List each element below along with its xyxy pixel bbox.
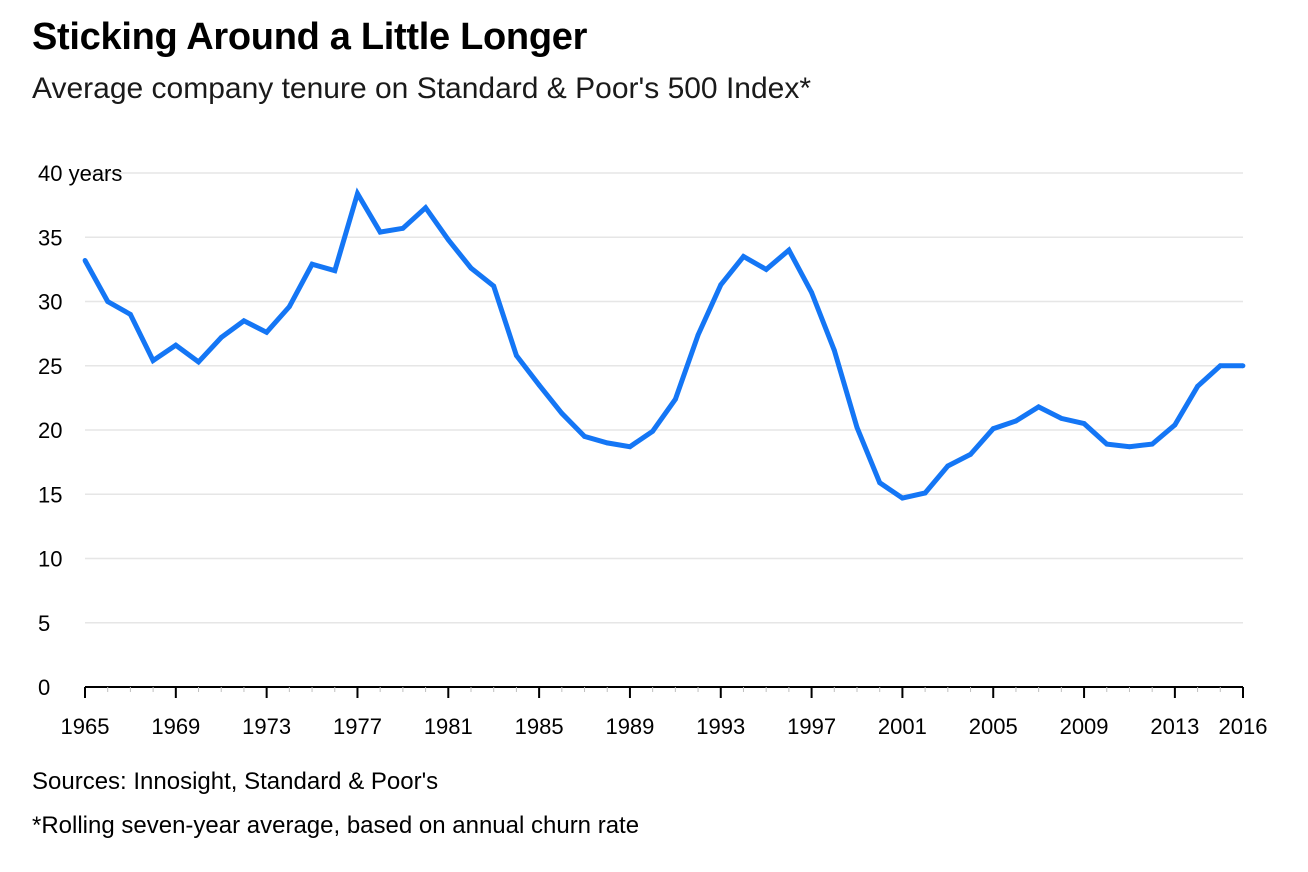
y-tick-label: 0 [38,675,50,700]
x-tick-label: 2001 [878,714,927,739]
data-point [468,265,474,271]
chart-title: Sticking Around a Little Longer [32,16,588,58]
x-axis-labels: 1965 1969 1973 1977 1981 1985 1989 1993 1997 2001… [61,714,1268,739]
data-point [82,258,88,263]
data-point [309,261,315,267]
data-point [377,229,383,235]
y-tick-label: 20 [38,418,62,443]
y-tick-label: 25 [38,354,62,379]
x-tick-label: 1993 [696,714,745,739]
data-point [831,347,837,353]
data-point [650,428,655,434]
data-point [355,191,360,196]
data-point [173,342,179,348]
data-point [945,463,951,469]
x-tick-label: 1981 [424,714,473,739]
data-point [1172,422,1178,428]
data-point [1217,363,1223,369]
data-point [1195,383,1200,389]
data-point [127,312,133,317]
x-tick-label: 2013 [1150,714,1199,739]
x-tick-label: 1985 [515,714,564,739]
x-tick-label: 1973 [242,714,291,739]
chart-subtitle: Average company tenure on Standard & Poo… [32,72,812,105]
data-point [1036,404,1041,410]
x-tick-label: 2009 [1060,714,1109,739]
source-note: Sources: Innosight, Standard & Poor's [32,768,439,795]
data-point [218,335,224,340]
data-point [559,410,565,416]
data-point [445,237,451,243]
x-tick-label: 2016 [1219,714,1268,739]
y-tick-label: 40 years [38,161,122,186]
data-point [536,382,542,388]
tenure-line [82,187,1243,501]
data-point [990,426,996,432]
x-tick-label: 2005 [969,714,1018,739]
y-tick-label: 10 [38,547,62,572]
y-tick-label: 30 [38,290,62,315]
data-point [582,434,587,439]
data-point [1149,441,1155,447]
data-point [604,440,610,446]
x-tick-label: 1997 [787,714,836,739]
gridlines [85,172,1243,624]
data-point [741,254,746,259]
data-point [673,396,678,402]
x-tick-label: 1977 [333,714,382,739]
data-point [491,283,497,289]
data-point [514,353,519,358]
data-point [968,452,973,457]
y-tick-label: 35 [38,225,62,250]
data-point [196,359,201,365]
data-point [1240,363,1246,369]
data-point [332,268,338,274]
data-point [695,332,701,338]
x-tick-label: 1969 [151,714,200,739]
data-point [854,425,860,430]
data-point [809,290,814,295]
x-tick-label: 1965 [61,714,110,739]
data-point [1059,416,1064,421]
data-point [718,282,724,288]
y-tick-label: 15 [38,482,62,507]
y-axis-labels: 0 5 10 15 20 25 30 35 40 years [38,161,122,700]
data-point [241,318,247,324]
data-point [1013,418,1019,424]
y-tick-label: 5 [38,611,50,636]
data-point [423,205,428,211]
data-point [922,490,928,496]
data-point [763,267,769,272]
x-tick-label: 1989 [605,714,654,739]
data-point [1081,421,1087,426]
data-point [1104,441,1110,447]
data-point [877,480,883,486]
data-point [900,495,905,501]
data-point [264,329,269,335]
data-point [1127,444,1132,450]
data-point [150,358,156,363]
footnote: *Rolling seven-year average, based on an… [32,812,640,839]
data-point [287,304,292,309]
x-axis [84,686,1244,698]
data-point [400,225,406,231]
data-point [786,247,792,253]
data-point [105,299,111,304]
data-point [627,444,633,450]
series-layer [82,187,1246,501]
line-chart: 0 5 10 15 20 25 30 35 40 years 1965 1969 1973 1977 1… [0,150,1308,750]
